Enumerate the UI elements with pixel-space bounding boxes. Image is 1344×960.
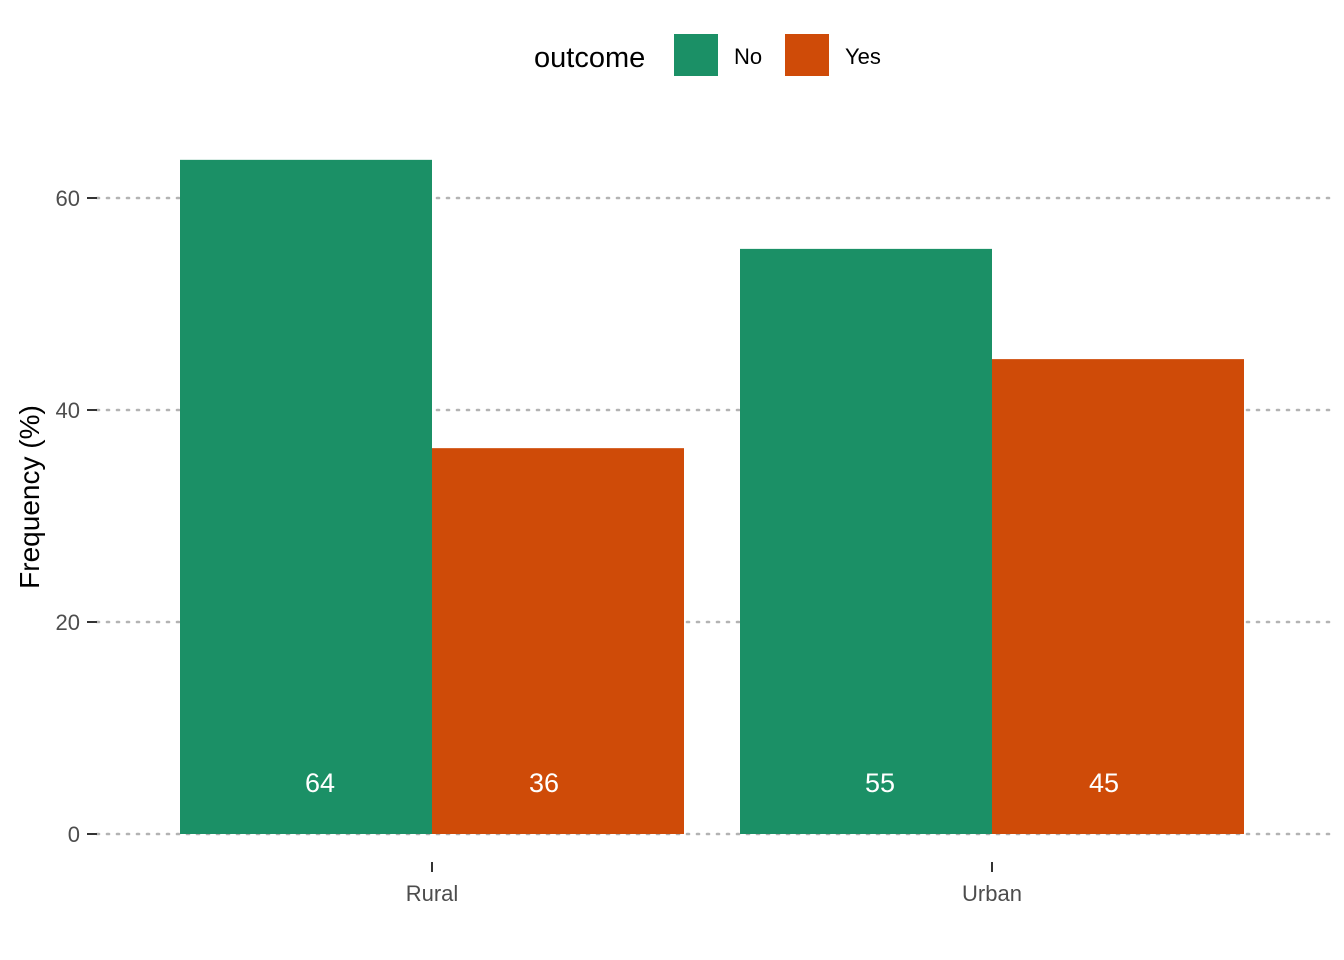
x-tick-label: Urban [962,881,1022,906]
y-axis: 0 20 40 60 [56,186,97,847]
legend-key-yes[interactable] [785,34,829,76]
y-axis-title: Frequency (%) [14,405,45,589]
y-tick-label: 40 [56,398,80,423]
bar-yes-rural[interactable] [432,448,684,834]
y-tick-label: 60 [56,186,80,211]
legend-label-no: No [734,44,762,69]
bar-no-urban[interactable] [740,248,992,834]
legend-label-yes: Yes [845,44,881,69]
bar-no-rural[interactable] [180,159,432,835]
y-tick-label: 0 [68,822,80,847]
bar-value-label: 36 [529,768,559,798]
x-tick-label: Rural [406,881,459,906]
legend-title: outcome [534,42,645,74]
legend[interactable]: outcome No Yes [534,34,881,76]
bar-value-label: 55 [865,768,895,798]
bars [180,159,1244,835]
legend-key-no[interactable] [674,34,718,76]
x-axis: Rural Urban [406,862,1022,906]
y-tick-label: 20 [56,610,80,635]
bar-yes-urban[interactable] [992,359,1244,834]
bar-value-label: 64 [305,768,335,798]
bar-value-label: 45 [1089,768,1119,798]
data-labels: 64 55 36 45 [305,768,1119,798]
